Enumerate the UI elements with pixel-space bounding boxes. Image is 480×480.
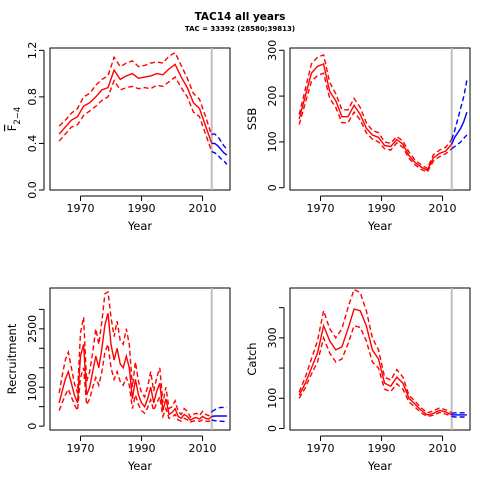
projection-ci-line (451, 79, 468, 140)
y-tick-label: 1.2 (26, 42, 39, 60)
y-axis-title: F2−4 (5, 107, 23, 132)
y-tick-label: 200 (266, 86, 279, 107)
estimate-line (298, 63, 453, 172)
estimate-ci-line (298, 324, 452, 418)
x-tick-label: 1990 (128, 442, 156, 455)
plot-frame (289, 47, 471, 191)
f-panel: 1970 1990 2010 Year 0.0 0.4 0.8 1.2 F2−4 (5, 42, 231, 233)
x-axis-title: Year (127, 219, 153, 233)
y-tick-label: 100 (266, 131, 279, 152)
panels: 1970 1990 2010 Year 0.0 0.4 0.8 1.2 F2−4 1970 1990… (5, 40, 471, 473)
x-tick-label: 1990 (368, 442, 396, 455)
estimate-ci-line (58, 51, 213, 136)
plot-frame (49, 287, 231, 431)
estimate-ci-line (58, 341, 213, 423)
projection-ci-line (451, 134, 468, 150)
y-tick-label: 100 (266, 388, 279, 409)
plot-frame (289, 287, 471, 431)
estimate-ci-line (298, 72, 453, 173)
y-tick-label: 0.8 (26, 88, 39, 106)
projection-line (211, 142, 228, 156)
ssb-panel: 1970 1990 2010 Year 0 100 200 300 SSB (245, 40, 471, 233)
y-axis-title-main: F (5, 125, 19, 132)
y-tick-label: 0 (266, 425, 279, 432)
estimate-line (58, 63, 213, 144)
x-tick-label: 1990 (368, 202, 396, 215)
y-tick-label: 0.0 (26, 181, 39, 199)
x-tick-label: 2010 (189, 442, 217, 455)
x-tick-label: 1970 (307, 442, 335, 455)
x-tick-label: 2010 (429, 202, 457, 215)
figure-title: TAC14 all years (195, 11, 286, 23)
figure-subtitle: TAC = 33392 (28580;39813) (185, 25, 295, 33)
recruitment-panel: 1970 1990 2010 Year 0 1000 2500 Recruitment (5, 287, 231, 473)
y-tick-label: 300 (266, 327, 279, 348)
x-tick-label: 2010 (189, 202, 217, 215)
y-tick-label: 0 (26, 423, 39, 430)
x-axis-title: Year (367, 219, 393, 233)
estimate-ci-line (298, 288, 453, 414)
projection-ci-line (211, 133, 228, 150)
estimate-ci-line (298, 53, 453, 170)
y-axis-title: Catch (245, 342, 259, 375)
x-tick-label: 1970 (67, 442, 95, 455)
projection-ci-line (211, 406, 227, 413)
x-tick-label: 2010 (429, 442, 457, 455)
y-tick-label: 300 (266, 40, 279, 61)
y-tick-label: 0.4 (26, 135, 39, 153)
y-tick-label: 0 (266, 184, 279, 191)
y-tick-label: 2500 (26, 315, 39, 343)
estimate-line (58, 313, 213, 422)
plot-frame (49, 47, 231, 191)
x-axis-title: Year (127, 459, 153, 473)
estimate-ci-line (58, 76, 213, 152)
projection-ci-line (451, 415, 467, 418)
y-axis-title: SSB (245, 108, 259, 131)
projection-ci-line (211, 150, 228, 165)
projection-ci-line (211, 419, 227, 423)
y-axis-title-sub: 2−4 (13, 107, 23, 125)
estimate-ci-line (58, 290, 213, 419)
projection-ci-line (451, 412, 467, 415)
y-tick-label: 1000 (26, 373, 39, 401)
x-tick-label: 1990 (128, 202, 156, 215)
x-tick-label: 1970 (307, 202, 335, 215)
catch-panel: 1970 1990 2010 Year 0 100 300 Catch (245, 287, 471, 473)
projection-line (451, 111, 468, 145)
x-tick-label: 1970 (67, 202, 95, 215)
x-axis-title: Year (367, 459, 393, 473)
y-axis-title: Recruitment (5, 323, 19, 394)
estimate-line (298, 308, 453, 416)
